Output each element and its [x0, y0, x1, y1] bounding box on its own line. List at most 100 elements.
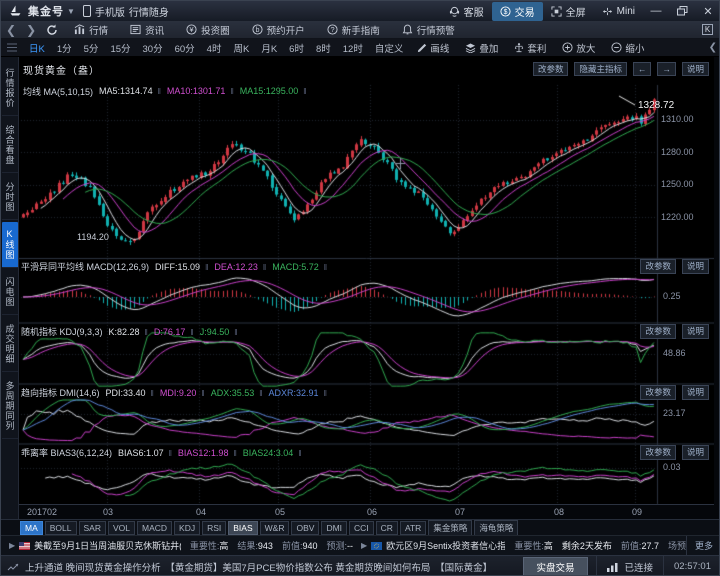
help-button[interactable]: 说明	[681, 61, 709, 77]
signal-bars-icon	[606, 563, 617, 572]
customer-service-button[interactable]: 客服	[441, 2, 492, 21]
news-ticker[interactable]: 上升通道 晚间现货黄金操作分析 【黄金期货】美国7月PCE物价指数公布 黄金期货…	[25, 562, 493, 574]
hamburger-icon[interactable]	[7, 43, 17, 52]
period-tab-7[interactable]: 周K	[233, 43, 250, 55]
help-button[interactable]: 说明	[681, 385, 709, 400]
sidebar-item-3[interactable]: K线图	[1, 222, 18, 268]
play-icon[interactable]: ▶	[9, 541, 16, 550]
sidebar-item-5[interactable]: 成交明细	[1, 317, 18, 372]
nav-item-account[interactable]: b 预约开户	[252, 23, 305, 37]
period-tab-2[interactable]: 5分	[83, 43, 99, 55]
forward-icon[interactable]: ❯	[26, 22, 37, 37]
next-indicator-button[interactable]: →	[657, 61, 676, 77]
dmi-adxr-value: ADXR:32.91	[269, 388, 327, 398]
period-tab-5[interactable]: 60分	[174, 43, 195, 55]
change-params-button[interactable]: 改参数	[640, 445, 676, 460]
k-corner-icon[interactable]: K	[702, 24, 713, 35]
indicator-tab-9[interactable]: OBV	[291, 520, 320, 535]
period-tab-3[interactable]: 15分	[110, 43, 131, 55]
trade-button[interactable]: $ 交易	[491, 1, 543, 21]
indicator-tab-5[interactable]: KDJ	[174, 520, 201, 535]
calendar-item[interactable]: ▶ 美截至9月1日当周油服贝克休斯钻井(口) 重要性: 高 结果: 943 前值: 9…	[1, 539, 353, 552]
importance-value: 高	[543, 541, 553, 551]
sidebar-item-0[interactable]: 行情报价	[1, 61, 18, 116]
mobile-promo[interactable]: 手机版 行情随身	[82, 4, 169, 19]
period-tab-12[interactable]: 自定义	[374, 43, 404, 55]
live-trade-button[interactable]: 实盘交易	[523, 556, 588, 575]
macd-dea-value: DEA:12.23	[214, 262, 266, 272]
play-icon[interactable]: ▶	[361, 541, 368, 550]
indicator-tab-12[interactable]: CR	[375, 520, 398, 535]
indicator-tab-4[interactable]: MACD	[137, 520, 173, 535]
change-params-button[interactable]: 改参数	[532, 61, 569, 77]
sidebar-item-6[interactable]: 多周期同列	[1, 374, 18, 439]
xaxis-label: 201702	[27, 507, 58, 517]
indicator-tab-11[interactable]: CCI	[349, 520, 374, 535]
period-tab-6[interactable]: 4时	[206, 43, 222, 55]
period-tab-8[interactable]: 月K	[261, 43, 278, 55]
chevron-down-icon[interactable]: ▼	[67, 6, 75, 16]
price-axis-label: 1280.00	[661, 147, 694, 157]
bias6-value: BIAS6:1.07	[118, 448, 172, 458]
indicator-tab-10[interactable]: DMI	[321, 520, 348, 535]
change-params-button[interactable]: 改参数	[640, 324, 676, 339]
sidebar-item-1[interactable]: 综合看盘	[1, 118, 18, 173]
back-icon[interactable]: ❮	[6, 22, 17, 37]
indicator-tab-3[interactable]: VOL	[107, 520, 135, 535]
arbitrage-label: 套利	[527, 43, 547, 55]
indicator-tab-15[interactable]: 海龟策略	[474, 519, 519, 536]
indicator-tab-13[interactable]: ATR	[399, 520, 427, 535]
dmi-pdi-value: PDI:33.40	[106, 388, 154, 398]
more-link[interactable]: 更多	[685, 536, 719, 555]
nav-item-circle[interactable]: ¥ 投资圈	[186, 23, 230, 37]
refresh-icon[interactable]	[46, 24, 58, 36]
status-bar: 上升通道 晚间现货黄金操作分析 【黄金期货】美国7月PCE物价指数公布 黄金期货…	[1, 555, 719, 575]
draw-line-tool[interactable]: 画线	[417, 41, 449, 55]
indicator-tab-14[interactable]: 集金策略	[428, 519, 473, 536]
period-tab-4[interactable]: 30分	[142, 43, 163, 55]
kline-chart-canvas[interactable]	[19, 57, 714, 519]
nav-item-alert[interactable]: 行情预警	[402, 23, 455, 37]
period-tab-0[interactable]: 日K	[29, 43, 45, 55]
sidebar-item-4[interactable]: 闪电图	[1, 270, 18, 315]
ma5-value: MA5:1314.74	[99, 86, 161, 96]
previous-label: 前值:	[281, 541, 303, 551]
help-button[interactable]: 说明	[681, 324, 709, 339]
arbitrage-tool[interactable]: 套利	[514, 41, 546, 55]
minus-circle-icon	[611, 42, 622, 53]
mini-mode-button[interactable]: Mini	[594, 4, 643, 19]
close-button[interactable]: ✕	[703, 5, 713, 18]
fullscreen-button[interactable]: 全屏	[543, 2, 594, 21]
indicator-tab-8[interactable]: W&R	[259, 520, 290, 535]
restore-button[interactable]	[669, 3, 695, 19]
previous-value: 940	[302, 540, 318, 551]
period-tab-9[interactable]: 6时	[289, 43, 304, 55]
indicator-tab-0[interactable]: MA	[20, 520, 43, 535]
period-tab-11[interactable]: 12时	[342, 43, 363, 55]
zoom-in-tool[interactable]: 放大	[562, 41, 595, 55]
prev-indicator-button[interactable]: ←	[632, 61, 652, 77]
change-params-button[interactable]: 改参数	[640, 385, 676, 400]
xaxis-label: 04	[196, 507, 207, 517]
indicator-tab-6[interactable]: RSI	[202, 520, 227, 535]
indicator-tab-2[interactable]: SAR	[78, 520, 106, 535]
sidebar-item-2[interactable]: 分时图	[1, 175, 18, 220]
indicator-tab-1[interactable]: BOLL	[44, 520, 77, 535]
calendar-item[interactable]: ▶ 欧元区9月Sentix投资者信心指 重要性: 高 剩余2天发布 前值: 27.7…	[353, 539, 686, 552]
help-button[interactable]: 说明	[681, 259, 709, 274]
collapse-panel-icon[interactable]: ❮	[708, 42, 717, 53]
overlay-tool[interactable]: 叠加	[465, 41, 498, 55]
period-tab-10[interactable]: 8时	[315, 43, 331, 55]
minimize-button[interactable]: —	[650, 5, 662, 17]
indicator-tab-7[interactable]: BIAS	[228, 520, 258, 535]
change-params-button[interactable]: 改参数	[640, 259, 676, 274]
nav-item-news[interactable]: 资讯	[130, 23, 164, 37]
help-button[interactable]: 说明	[681, 445, 709, 460]
nav-item-guide[interactable]: ? 新手指南	[327, 23, 380, 37]
clock: 02:57:01	[663, 556, 719, 575]
period-tab-1[interactable]: 1分	[56, 43, 72, 55]
nav-item-quotes[interactable]: 行情	[74, 23, 108, 37]
zoom-out-tool[interactable]: 缩小	[611, 41, 644, 55]
hide-main-indicator-button[interactable]: 隐藏主指标	[574, 61, 627, 77]
